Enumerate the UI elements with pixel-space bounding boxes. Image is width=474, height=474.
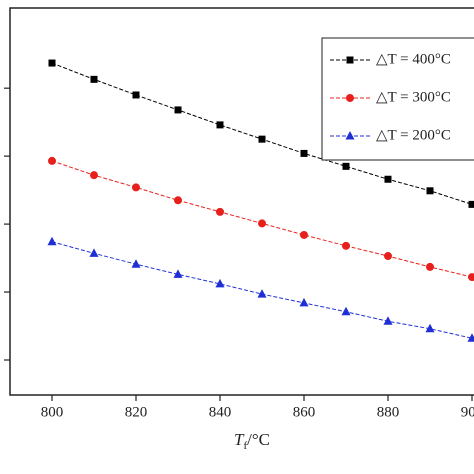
marker (131, 259, 141, 268)
marker (300, 149, 308, 157)
marker (346, 94, 354, 102)
marker (341, 306, 351, 316)
marker (174, 196, 182, 205)
marker (257, 289, 267, 298)
x-tick-label: 820 (125, 404, 148, 420)
marker (216, 207, 224, 216)
x-tick-label: 900 (461, 404, 474, 420)
marker (468, 273, 474, 282)
x-label-rest: /°C (247, 430, 270, 449)
marker (342, 241, 350, 250)
marker (215, 278, 225, 288)
plot-frame (9, 7, 474, 396)
marker (89, 248, 99, 257)
marker (216, 121, 224, 129)
marker (467, 333, 474, 342)
x-tick-label: 880 (377, 404, 400, 420)
marker (258, 135, 266, 143)
marker (383, 316, 393, 325)
x-tick-label: 860 (293, 404, 316, 420)
marker (90, 171, 98, 180)
marker (425, 323, 435, 333)
marker (47, 236, 57, 246)
x-tick-label: 800 (41, 404, 64, 420)
x-tick-label: 840 (209, 404, 232, 420)
x-label-main: T (234, 430, 245, 449)
legend-label: △T = 400°C (376, 51, 451, 67)
x-axis-label: Tf/°C (234, 430, 270, 452)
marker (132, 91, 140, 99)
marker (48, 156, 56, 165)
marker (48, 59, 56, 67)
marker (258, 219, 266, 228)
marker (384, 252, 392, 261)
marker (342, 162, 350, 170)
marker (174, 106, 182, 114)
marker (132, 183, 140, 192)
marker (468, 200, 474, 208)
marker (299, 297, 309, 307)
marker (426, 187, 434, 195)
legend-label: △T = 200°C (376, 127, 451, 143)
x-label-sub: f (243, 440, 247, 452)
marker (300, 230, 308, 239)
legend-label: △T = 300°C (376, 89, 451, 105)
marker (173, 269, 183, 278)
marker (346, 56, 354, 64)
marker (426, 262, 434, 271)
marker (345, 131, 355, 140)
marker (90, 75, 98, 83)
marker (384, 175, 392, 183)
